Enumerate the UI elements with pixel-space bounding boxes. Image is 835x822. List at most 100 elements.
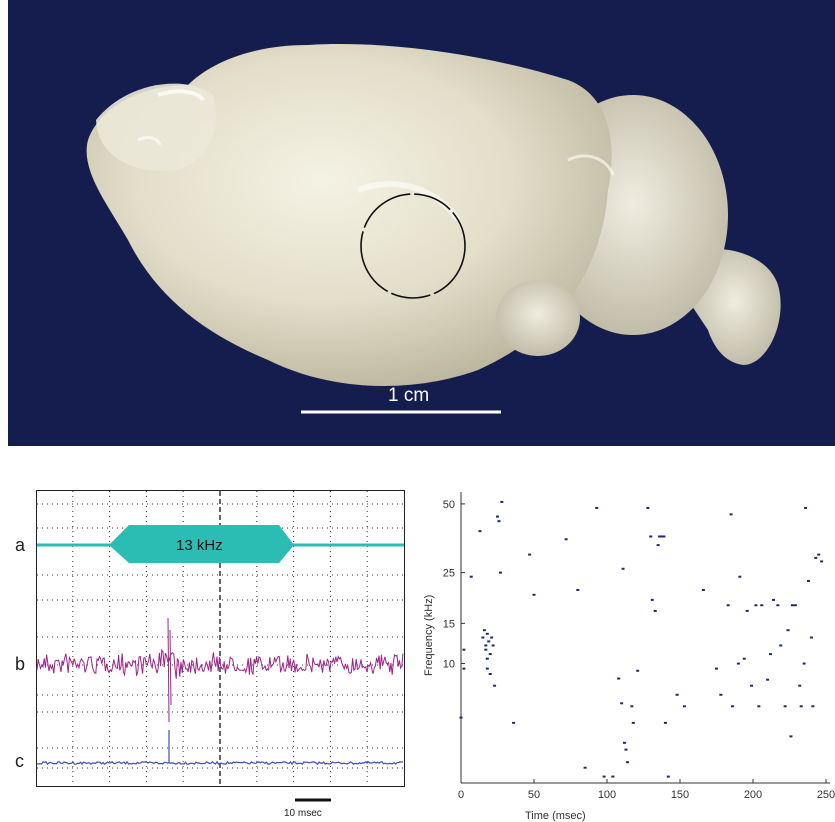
spike-point	[804, 506, 808, 509]
spike-point	[760, 604, 764, 607]
spike-point	[602, 775, 606, 778]
scale-bar-label: 1 cm	[388, 385, 430, 406]
y-tick-label: 10	[443, 659, 455, 671]
spike-point	[776, 604, 780, 607]
spike-point	[771, 598, 775, 601]
frequency-time-raster: 0 50 100 150 200 250 10 15 25 50 Time (msec) Fre…	[423, 492, 835, 822]
spike-point	[809, 636, 813, 639]
spike-point	[462, 667, 466, 670]
spike-point	[656, 544, 660, 547]
spike-point	[817, 553, 821, 556]
brain-illustration	[86, 44, 781, 414]
spike-point	[488, 673, 492, 676]
spike-point	[487, 640, 491, 643]
spike-point	[719, 693, 723, 696]
stimulus-label: 13 kHz	[176, 537, 223, 554]
spike-point	[731, 705, 735, 708]
y-axis-label: Frequency (kHz)	[423, 595, 435, 676]
spike-point	[564, 538, 568, 541]
spike-point	[779, 644, 783, 647]
spike-point	[663, 721, 667, 724]
spike-point	[532, 593, 536, 596]
spike-point	[806, 579, 810, 582]
cerebral-cortex	[86, 44, 612, 387]
row-label-c: c	[15, 751, 24, 771]
spike-point	[469, 575, 473, 578]
spike-point	[769, 653, 773, 656]
spike-point	[729, 513, 733, 516]
spike-point	[799, 705, 803, 708]
spike-point	[512, 721, 516, 724]
spike-point	[715, 667, 718, 670]
spike-point	[798, 684, 802, 687]
electrophysiology-traces: 13 kHz	[36, 490, 405, 787]
x-tick-label: 150	[671, 789, 689, 801]
x-tick-label: 250	[817, 789, 835, 801]
x-tick-label: 100	[598, 789, 616, 801]
x-axis-label: Time (msec)	[525, 810, 586, 822]
spike-point	[736, 662, 740, 665]
spike-point	[625, 761, 629, 764]
spike-point	[662, 535, 666, 538]
spike-point	[482, 629, 486, 632]
spike-point	[488, 653, 492, 656]
spike-point	[478, 530, 482, 533]
spike-point	[783, 705, 787, 708]
x-tick-label: 200	[744, 789, 762, 801]
spike-point	[595, 506, 599, 509]
spike-point	[493, 684, 497, 687]
spike-point	[649, 535, 653, 538]
spike-point	[814, 556, 818, 559]
x-tick-label: 0	[458, 789, 464, 801]
spike-point	[621, 567, 625, 570]
spike-point	[481, 636, 485, 639]
spike-point	[462, 648, 466, 651]
spike-point	[646, 506, 650, 509]
recording-site-circle	[360, 193, 466, 299]
spike-point	[485, 632, 489, 635]
spike-point	[766, 678, 770, 681]
spike-point	[497, 520, 501, 523]
spike-point	[802, 662, 806, 665]
spike-point	[484, 648, 488, 651]
spike-trace	[36, 730, 403, 766]
spike-point	[617, 677, 621, 680]
spike-point	[528, 553, 532, 556]
spike-point	[485, 657, 489, 660]
spike-point	[576, 588, 580, 591]
spike-point	[793, 604, 797, 607]
spike-point	[811, 705, 815, 708]
spike-point	[786, 629, 790, 632]
spike-point	[500, 500, 504, 503]
spike-point	[789, 735, 793, 738]
spike-point	[498, 571, 502, 574]
spike-point	[623, 741, 627, 744]
spike-point	[790, 604, 794, 607]
spike-point	[738, 575, 742, 578]
spike-point	[496, 515, 499, 518]
row-label-b: b	[15, 654, 26, 674]
y-tick-label: 25	[443, 568, 455, 580]
spike-point	[630, 705, 634, 708]
spike-point	[666, 775, 670, 778]
spike-point	[742, 657, 746, 660]
spike-point	[485, 667, 489, 670]
stimulus-tone-shape	[109, 525, 294, 563]
time-scale-label: 10 msec	[284, 808, 322, 819]
spike-point	[820, 560, 824, 563]
spike-point	[658, 535, 662, 538]
spike-point	[745, 609, 749, 612]
spike-point	[624, 748, 628, 751]
brain-photo: 1 cm	[8, 0, 835, 446]
spike-point	[583, 766, 587, 769]
extracellular-trace	[36, 617, 404, 723]
spike-point	[611, 775, 615, 778]
spike-point	[631, 721, 635, 724]
spike-point	[620, 702, 624, 705]
spike-point	[653, 609, 657, 612]
spike-point	[754, 604, 758, 607]
spike-point	[491, 644, 495, 647]
spike-point	[636, 669, 640, 672]
y-tick-label: 50	[443, 499, 455, 511]
